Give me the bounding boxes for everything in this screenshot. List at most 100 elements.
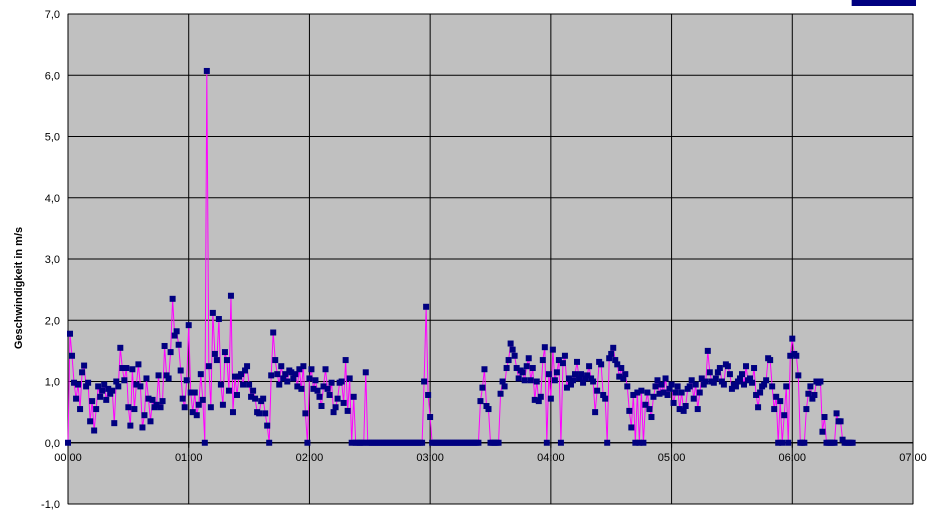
data-point-marker: [292, 371, 299, 378]
data-point-marker: [787, 352, 794, 359]
data-point-marker: [650, 393, 657, 400]
x-tick-label: 03:00: [416, 452, 444, 464]
data-point-marker: [346, 375, 353, 382]
data-point-marker: [73, 395, 80, 402]
data-point-marker: [612, 357, 619, 364]
data-point-marker: [250, 387, 257, 394]
data-point-marker: [229, 409, 236, 416]
data-point-marker: [537, 393, 544, 400]
data-point-marker: [264, 422, 271, 429]
data-point-marker: [535, 398, 542, 405]
data-point-marker: [215, 316, 222, 323]
data-point-marker: [201, 439, 208, 446]
data-point-marker: [193, 412, 200, 419]
data-point-marker: [207, 404, 214, 411]
data-point-marker: [761, 381, 768, 388]
data-point-marker: [485, 406, 492, 413]
data-point-marker: [572, 371, 578, 378]
data-point-marker: [578, 371, 585, 378]
data-point-marker: [811, 391, 818, 398]
data-point-marker: [330, 409, 337, 416]
data-point-marker: [69, 352, 76, 359]
data-point-marker: [274, 371, 281, 378]
data-point-marker: [127, 422, 134, 429]
data-point-marker: [213, 357, 220, 364]
data-point-marker: [565, 375, 572, 382]
data-point-marker: [169, 295, 176, 302]
data-point-marker: [771, 406, 778, 413]
y-axis-tick-labels: -1,0 0,0 1,0 2,0 3,0 4,0 5,0 6,0 7,0: [41, 9, 60, 511]
data-point-marker: [664, 391, 671, 398]
data-point-marker: [805, 390, 812, 397]
data-point-marker: [288, 369, 295, 376]
data-point-marker: [662, 375, 669, 382]
data-point-marker: [509, 346, 516, 353]
data-point-marker: [123, 365, 130, 372]
data-point-marker: [574, 358, 581, 365]
data-point-marker: [117, 344, 124, 351]
data-point-marker: [698, 375, 705, 382]
data-point-marker: [700, 381, 707, 388]
data-point-marker: [260, 395, 267, 402]
data-point-marker: [129, 366, 136, 373]
data-point-marker: [777, 398, 784, 405]
data-point-marker: [696, 389, 703, 396]
data-point-marker: [211, 350, 218, 357]
data-point-marker: [419, 439, 426, 446]
data-point-marker: [576, 375, 583, 382]
data-point-marker: [85, 379, 92, 386]
data-point-marker: [743, 363, 750, 370]
x-tick-label: 01:00: [175, 452, 203, 464]
data-point-marker: [606, 355, 613, 362]
data-point-marker: [757, 389, 764, 396]
data-point-marker: [133, 381, 140, 388]
data-point-marker: [630, 391, 637, 398]
data-point-marker: [97, 393, 104, 400]
x-tick-label: 05:00: [658, 452, 686, 464]
data-point-marker: [694, 406, 701, 413]
data-point-marker: [594, 387, 601, 394]
y-tick-label: 7,0: [45, 9, 60, 21]
data-point-marker: [547, 395, 554, 402]
data-point-marker: [181, 404, 188, 411]
data-point-marker: [724, 363, 731, 370]
y-tick-label: 0,0: [45, 438, 60, 450]
data-point-marker: [511, 352, 518, 359]
data-point-marker: [179, 395, 186, 402]
data-point-marker: [87, 418, 94, 425]
data-point-marker: [324, 385, 331, 392]
y-tick-label: 2,0: [45, 315, 60, 327]
data-point-marker: [559, 360, 566, 367]
data-point-marker: [89, 398, 96, 405]
data-point-marker: [785, 439, 792, 446]
data-point-marker: [195, 401, 202, 408]
data-point-marker: [280, 375, 287, 382]
data-point-marker: [67, 330, 74, 337]
data-point-marker: [91, 427, 98, 434]
data-point-marker: [231, 373, 238, 380]
data-point-marker: [308, 366, 315, 373]
data-point-marker: [749, 379, 756, 386]
data-point-marker: [634, 389, 641, 396]
data-point-marker: [781, 412, 788, 419]
data-point-marker: [582, 375, 589, 382]
data-point-marker: [81, 362, 88, 369]
data-point-marker: [670, 399, 677, 406]
data-point-marker: [242, 367, 249, 374]
data-point-marker: [155, 372, 162, 379]
data-point-marker: [143, 375, 150, 382]
data-point-marker: [690, 395, 697, 402]
data-point-marker: [93, 406, 100, 413]
data-point-marker: [141, 412, 148, 419]
data-point-marker: [716, 365, 723, 372]
data-point-marker: [332, 404, 339, 411]
data-point-marker: [803, 406, 810, 413]
x-tick-label: 04:00: [537, 452, 565, 464]
data-point-marker: [584, 372, 591, 379]
data-point-marker: [718, 378, 725, 385]
data-point-marker: [221, 349, 228, 356]
data-point-marker: [624, 383, 631, 390]
data-point-marker: [205, 363, 212, 370]
data-point-marker: [676, 406, 683, 413]
data-point-marker: [541, 344, 548, 351]
